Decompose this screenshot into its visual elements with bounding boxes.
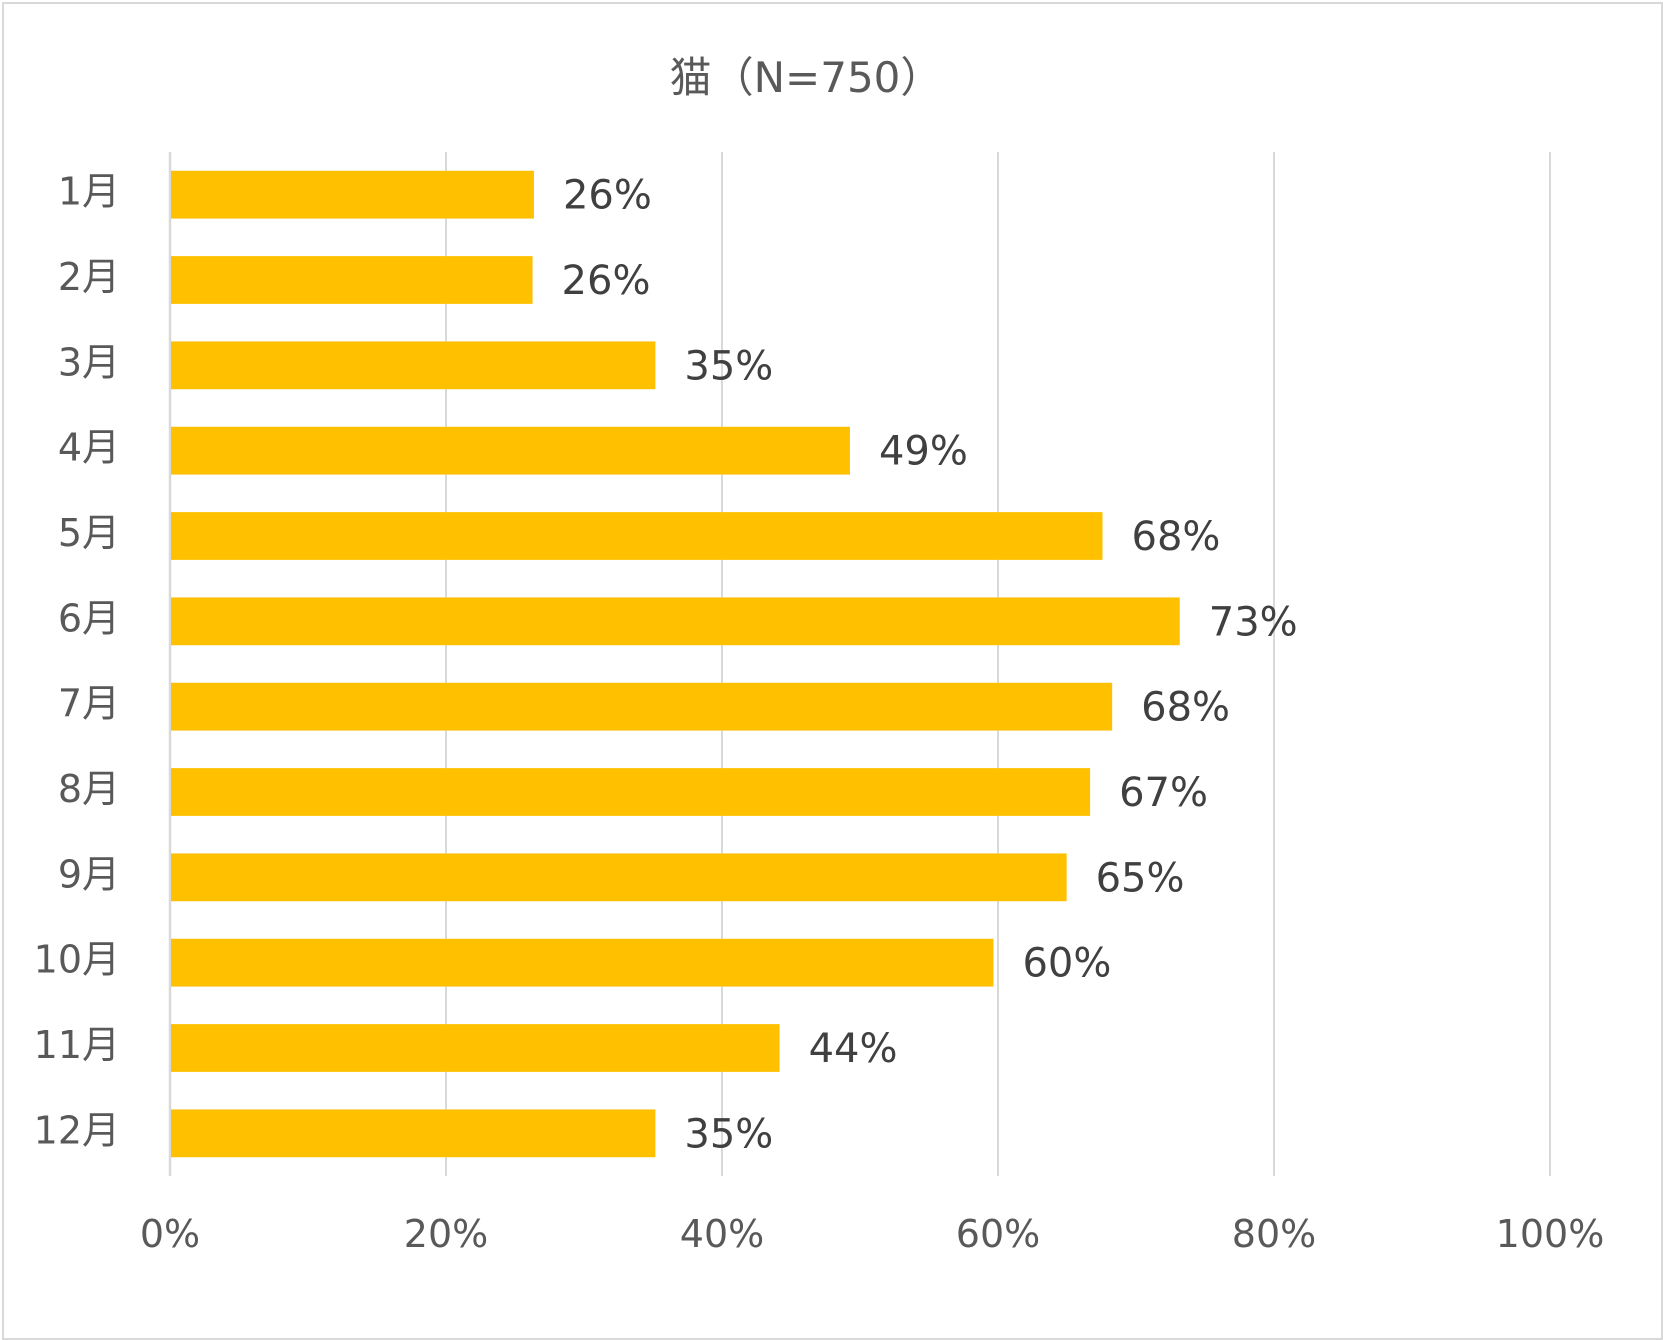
category-label-5: 5月 <box>58 511 120 555</box>
data-label-2: 26% <box>562 258 651 304</box>
data-label-1: 26% <box>563 173 652 219</box>
x-tick-label-100: 100% <box>1496 1212 1605 1256</box>
data-labels: 26% 26% 35% 49% 68% 73% 68% 67% 65% 60% 44% 35% <box>562 173 1298 1158</box>
bar-4 <box>171 426 850 475</box>
data-label-8: 67% <box>1119 770 1208 816</box>
category-label-4: 4月 <box>58 426 120 470</box>
gridlines <box>168 152 1551 1176</box>
data-label-4: 49% <box>879 429 968 475</box>
data-label-7: 68% <box>1141 685 1230 731</box>
bar-6 <box>171 597 1180 646</box>
x-tick-label-40: 40% <box>680 1212 764 1256</box>
bar-2 <box>171 256 533 304</box>
data-label-3: 35% <box>684 343 773 389</box>
x-tick-label-20: 20% <box>404 1212 488 1256</box>
x-tick-label-80: 80% <box>1232 1212 1316 1256</box>
data-label-11: 44% <box>809 1026 898 1072</box>
bar-8 <box>171 768 1091 816</box>
bar-9 <box>171 853 1067 902</box>
data-label-5: 68% <box>1132 514 1221 560</box>
category-label-11: 11月 <box>34 1023 120 1067</box>
x-tick-label-0: 0% <box>140 1212 200 1256</box>
bar-10 <box>171 938 994 987</box>
category-label-6: 6月 <box>58 596 120 640</box>
bar-12 <box>171 1109 656 1158</box>
category-label-9: 9月 <box>58 852 120 896</box>
bar-7 <box>171 682 1113 731</box>
chart-title: 猫（N=750） <box>670 53 943 102</box>
data-label-6: 73% <box>1209 599 1298 645</box>
category-label-2: 2月 <box>58 255 120 299</box>
category-label-7: 7月 <box>58 682 120 726</box>
bar-5 <box>171 512 1103 560</box>
category-label-3: 3月 <box>58 340 120 384</box>
x-tick-label-60: 60% <box>956 1212 1040 1256</box>
data-label-9: 65% <box>1096 855 1185 901</box>
category-label-8: 8月 <box>58 767 120 811</box>
bars <box>171 170 1180 1158</box>
category-label-1: 1月 <box>58 170 120 214</box>
data-label-10: 60% <box>1022 941 1111 987</box>
x-tick-labels: 0% 20% 40% 60% 80% 100% <box>140 1212 1604 1256</box>
bar-11 <box>171 1024 780 1072</box>
category-label-10: 10月 <box>34 938 120 982</box>
category-labels: 1月 2月 3月 4月 5月 6月 7月 8月 9月 10月 11月 12月 <box>34 170 120 1153</box>
data-label-12: 35% <box>684 1111 773 1157</box>
bar-1 <box>171 170 534 219</box>
category-label-12: 12月 <box>34 1108 120 1152</box>
bar-3 <box>171 341 656 390</box>
